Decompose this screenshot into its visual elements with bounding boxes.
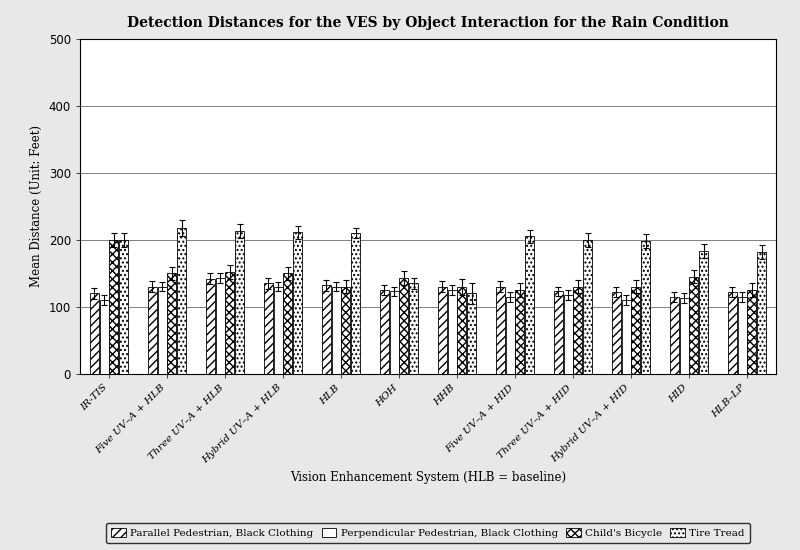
Bar	[178, 228, 186, 374]
Bar	[90, 294, 98, 374]
Bar	[294, 233, 302, 374]
Bar	[167, 273, 177, 374]
Bar	[264, 283, 273, 374]
Bar	[447, 290, 457, 374]
Bar	[380, 290, 389, 374]
Bar	[747, 290, 757, 374]
Bar	[642, 241, 650, 374]
Bar	[506, 297, 514, 374]
Bar	[351, 233, 360, 374]
Y-axis label: Mean Distance (Unit: Feet): Mean Distance (Unit: Feet)	[30, 125, 43, 287]
Bar	[410, 283, 418, 374]
Bar	[670, 297, 678, 374]
Bar	[390, 292, 398, 374]
Bar	[631, 287, 641, 374]
Bar	[515, 290, 525, 374]
Bar	[679, 298, 689, 374]
Bar	[399, 278, 409, 374]
Bar	[467, 294, 476, 374]
Bar	[738, 297, 746, 374]
Bar	[758, 252, 766, 374]
Bar	[496, 287, 505, 374]
X-axis label: Vision Enhancement System (HLB = baseline): Vision Enhancement System (HLB = baselin…	[290, 471, 566, 484]
Bar	[215, 278, 225, 374]
Bar	[583, 240, 592, 374]
Bar	[235, 231, 244, 374]
Bar	[274, 287, 282, 374]
Bar	[148, 287, 157, 374]
Legend: Parallel Pedestrian, Black Clothing, Perpendicular Pedestrian, Black Clothing, C: Parallel Pedestrian, Black Clothing, Per…	[106, 523, 750, 543]
Bar	[728, 292, 737, 374]
Bar	[563, 295, 573, 374]
Bar	[554, 292, 562, 374]
Bar	[622, 300, 630, 374]
Bar	[119, 240, 128, 374]
Bar	[99, 300, 109, 374]
Bar	[526, 236, 534, 374]
Bar	[110, 240, 118, 374]
Bar	[699, 251, 708, 374]
Bar	[690, 277, 698, 374]
Bar	[612, 292, 621, 374]
Bar	[438, 287, 446, 374]
Bar	[226, 272, 234, 374]
Bar	[574, 287, 582, 374]
Bar	[331, 287, 341, 374]
Bar	[458, 287, 466, 374]
Bar	[322, 285, 330, 374]
Bar	[342, 287, 350, 374]
Bar	[283, 273, 293, 374]
Title: Detection Distances for the VES by Object Interaction for the Rain Condition: Detection Distances for the VES by Objec…	[127, 16, 729, 30]
Bar	[206, 279, 214, 374]
Bar	[158, 287, 166, 374]
